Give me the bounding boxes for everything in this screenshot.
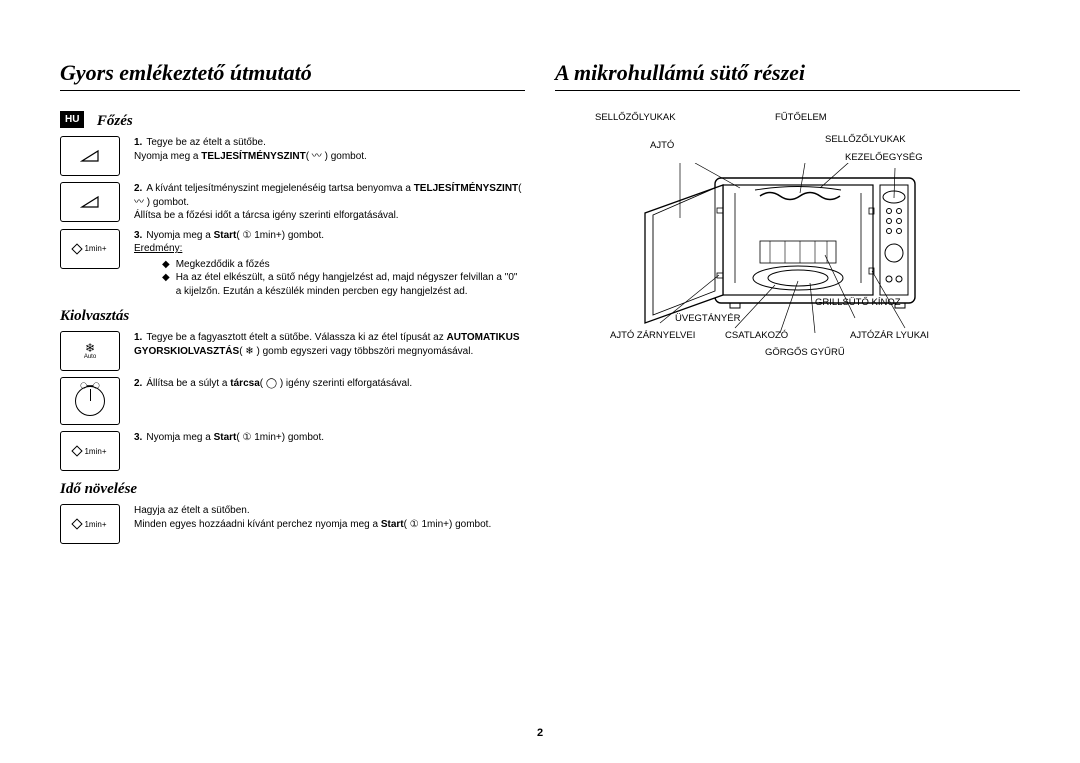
bold: Start: [381, 519, 404, 530]
bullet-text: Ha az étel elkészült, a sütő négy hangje…: [176, 271, 525, 298]
section-extend-heading: Idő növelése: [60, 481, 525, 498]
section-cooking-heading: Főzés: [97, 113, 133, 130]
label-door: AJTÓ: [650, 141, 674, 151]
bold: Start: [214, 432, 237, 443]
power-icon-box: [60, 136, 120, 176]
text: Nyomja meg a: [146, 230, 213, 241]
power-icon-box: [60, 182, 120, 222]
text: ( ❄ ) gomb egyszeri vagy többszöri megny…: [239, 346, 473, 357]
text: Tegye be a fagyasztott ételt a sütőbe. V…: [146, 332, 446, 343]
left-title: Gyors emlékeztető útmutató: [60, 60, 525, 91]
text: Állítsa be a főzési időt a tárcsa igény …: [134, 210, 399, 221]
cooking-step-1: 1. Tegye be az ételt a sütőbe. Nyomja meg…: [60, 136, 525, 176]
text: ( ① 1min+) gombot.: [404, 519, 492, 530]
bold: Start: [214, 230, 237, 241]
label-coupler: CSATLAKOZÓ: [725, 331, 788, 341]
result-label: Eredmény:: [134, 243, 182, 254]
text: ( 〰 ) gombot.: [306, 151, 367, 162]
bullet-icon: ◆: [162, 271, 170, 298]
text: ( ◯ ) igény szerinti elforgatásával.: [260, 378, 412, 389]
text: Minden egyes hozzáadni kívánt perchez ny…: [134, 519, 381, 530]
section-defrost-heading: Kiolvasztás: [60, 308, 525, 325]
label-grill: GRILLSÜTŐ KÍNOZ: [815, 298, 901, 308]
text: Állítsa be a súlyt a: [146, 378, 230, 389]
start-icon-box: 1min+: [60, 504, 120, 544]
bullet-icon: ◆: [162, 258, 170, 272]
bold: tárcsa: [230, 378, 259, 389]
auto-defrost-icon-box: ❄Auto: [60, 331, 120, 371]
defrost-step-1: ❄Auto 1. Tegye be a fagyasztott ételt a s…: [60, 331, 525, 371]
step-num: 3.: [134, 432, 142, 443]
label-latches: AJTÓ ZÁRNYELVEI: [610, 331, 695, 341]
text: A kívánt teljesítményszint megjelenéséig…: [146, 183, 413, 194]
text: Hagyja az ételt a sütőben.: [134, 505, 250, 516]
label-turntable: ÜVEGTÁNYÉR: [675, 314, 740, 324]
label-vent-left: SELLŐZŐLYUKAK: [595, 113, 676, 123]
start-icon-box: 1min+: [60, 431, 120, 471]
text: Nyomja meg a: [146, 432, 213, 443]
right-title: A mikrohullámú sütő részei: [555, 60, 1020, 91]
step-num: 1.: [134, 332, 142, 343]
extend-step: 1min+ Hagyja az ételt a sütőben. Minden …: [60, 504, 525, 544]
lang-badge: HU: [60, 111, 84, 128]
label-control: KEZELŐEGYSÉG: [845, 153, 923, 163]
bullet-text: Megkezdődik a főzés: [176, 258, 270, 272]
step-num: 2.: [134, 378, 142, 389]
step-num: 2.: [134, 183, 142, 194]
microwave-diagram: SELLŐZŐLYUKAK AJTÓ FŰTŐELEM SELLŐZŐLYUKA…: [555, 103, 1020, 403]
label-roller: GÖRGŐS GYŰRŰ: [765, 348, 845, 358]
dial-icon-box: ◯▬◯: [60, 377, 120, 425]
bold: TELJESÍTMÉNYSZINT: [201, 151, 305, 162]
step-num: 3.: [134, 230, 142, 241]
text: ( ① 1min+) gombot.: [236, 230, 324, 241]
label-vent-right: SELLŐZŐLYUKAK: [825, 135, 906, 145]
label-heater: FŰTŐELEM: [775, 113, 827, 123]
text: ( ① 1min+) gombot.: [236, 432, 324, 443]
bold: TELJESÍTMÉNYSZINT: [414, 183, 518, 194]
label-lockholes: AJTÓZÁR LYUKAI: [850, 331, 929, 341]
step-num: 1.: [134, 137, 142, 148]
start-icon-box: 1min+: [60, 229, 120, 269]
defrost-step-2: ◯▬◯ 2. Állítsa be a súlyt a tárcsa( ◯ ) i…: [60, 377, 525, 425]
defrost-step-3: 1min+ 3. Nyomja meg a Start( ① 1min+) gom…: [60, 431, 525, 471]
text: Tegye be az ételt a sütőbe.: [146, 137, 266, 148]
text: Nyomja meg a: [134, 151, 201, 162]
cooking-step-2: 2. A kívánt teljesítményszint megjelenésé…: [60, 182, 525, 223]
page-number: 2: [537, 727, 543, 739]
cooking-step-3: 1min+ 3. Nyomja meg a Start( ① 1min+) gom…: [60, 229, 525, 299]
